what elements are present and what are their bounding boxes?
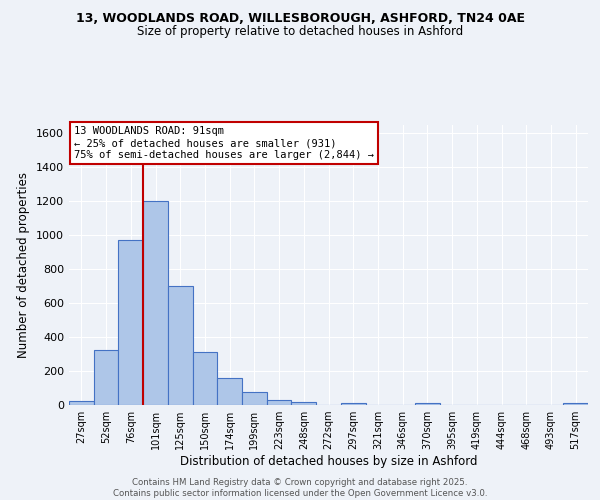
Bar [193,352,217,405]
X-axis label: Distribution of detached houses by size in Ashford: Distribution of detached houses by size … [180,455,477,468]
Bar [415,404,440,405]
Text: Contains HM Land Registry data © Crown copyright and database right 2025.
Contai: Contains HM Land Registry data © Crown c… [113,478,487,498]
Bar [94,350,118,405]
Bar [217,378,242,405]
Text: 13, WOODLANDS ROAD, WILLESBOROUGH, ASHFORD, TN24 0AE: 13, WOODLANDS ROAD, WILLESBOROUGH, ASHFO… [76,12,524,26]
Text: 13 WOODLANDS ROAD: 91sqm
← 25% of detached houses are smaller (931)
75% of semi-: 13 WOODLANDS ROAD: 91sqm ← 25% of detach… [74,126,374,160]
Bar [242,392,267,405]
Bar [341,404,365,405]
Bar [118,240,143,405]
Text: Size of property relative to detached houses in Ashford: Size of property relative to detached ho… [137,25,463,38]
Bar [563,404,588,405]
Bar [69,401,94,405]
Bar [168,286,193,405]
Bar [267,400,292,405]
Bar [292,402,316,405]
Y-axis label: Number of detached properties: Number of detached properties [17,172,31,358]
Bar [143,200,168,405]
